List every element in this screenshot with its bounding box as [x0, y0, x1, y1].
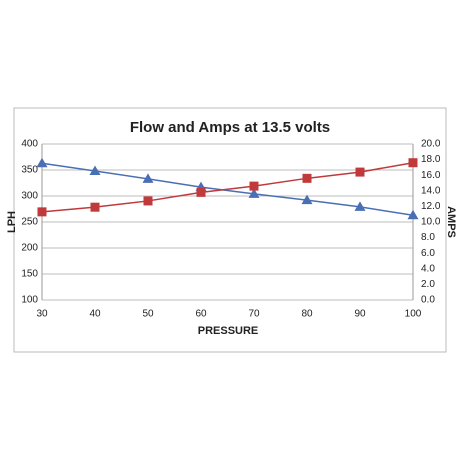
- y-tick-label: 300: [21, 191, 38, 202]
- y2-tick-label: 12.0: [421, 201, 441, 212]
- y2-axis-label: AMPS: [445, 206, 457, 238]
- data-point: [37, 207, 47, 217]
- y2-tick-label: 2.0: [421, 279, 435, 290]
- x-tick-label: 70: [248, 309, 260, 320]
- data-point: [302, 173, 312, 183]
- series-line: [41, 162, 414, 216]
- x-axis-label: PRESSURE: [198, 325, 259, 337]
- data-point: [355, 167, 365, 177]
- y-tick-label: 100: [21, 295, 38, 306]
- x-tick-label: 30: [36, 309, 48, 320]
- data-point: [90, 202, 100, 212]
- data-point: [354, 201, 366, 211]
- y2-tick-label: 8.0: [421, 232, 435, 243]
- data-point: [249, 181, 259, 191]
- y-tick-label: 400: [21, 139, 38, 150]
- y2-tick-label: 10.0: [421, 217, 441, 228]
- y-axis-label: LPH: [6, 211, 18, 233]
- y-tick-label: 200: [21, 243, 38, 254]
- y2-tick-label: 0.0: [421, 295, 435, 306]
- data-point: [408, 158, 418, 168]
- chart-frame: [13, 107, 447, 353]
- x-tick-label: 100: [405, 309, 422, 320]
- y-tick-label: 150: [21, 269, 38, 280]
- data-point: [143, 196, 153, 206]
- x-tick-label: 80: [301, 309, 313, 320]
- y2-tick-label: 20.0: [421, 139, 441, 150]
- x-tick-label: 90: [354, 309, 366, 320]
- data-point: [142, 173, 154, 183]
- x-tick-label: 50: [142, 309, 154, 320]
- y2-tick-label: 16.0: [421, 170, 441, 181]
- chart-title: Flow and Amps at 13.5 volts: [130, 119, 330, 136]
- data-point: [89, 165, 101, 176]
- x-tick-label: 40: [89, 309, 101, 320]
- y-tick-label: 250: [21, 217, 38, 228]
- y-tick-label: 350: [21, 165, 38, 176]
- data-point: [196, 187, 206, 197]
- data-point: [301, 194, 313, 205]
- y2-tick-label: 4.0: [421, 263, 435, 274]
- series-line: [41, 161, 414, 213]
- data-point: [36, 157, 48, 168]
- x-tick-label: 60: [195, 309, 207, 320]
- y2-tick-label: 14.0: [421, 185, 441, 196]
- data-point: [407, 209, 419, 220]
- data-point: [248, 188, 260, 198]
- y2-tick-label: 18.0: [421, 154, 441, 165]
- y2-tick-label: 6.0: [421, 248, 435, 259]
